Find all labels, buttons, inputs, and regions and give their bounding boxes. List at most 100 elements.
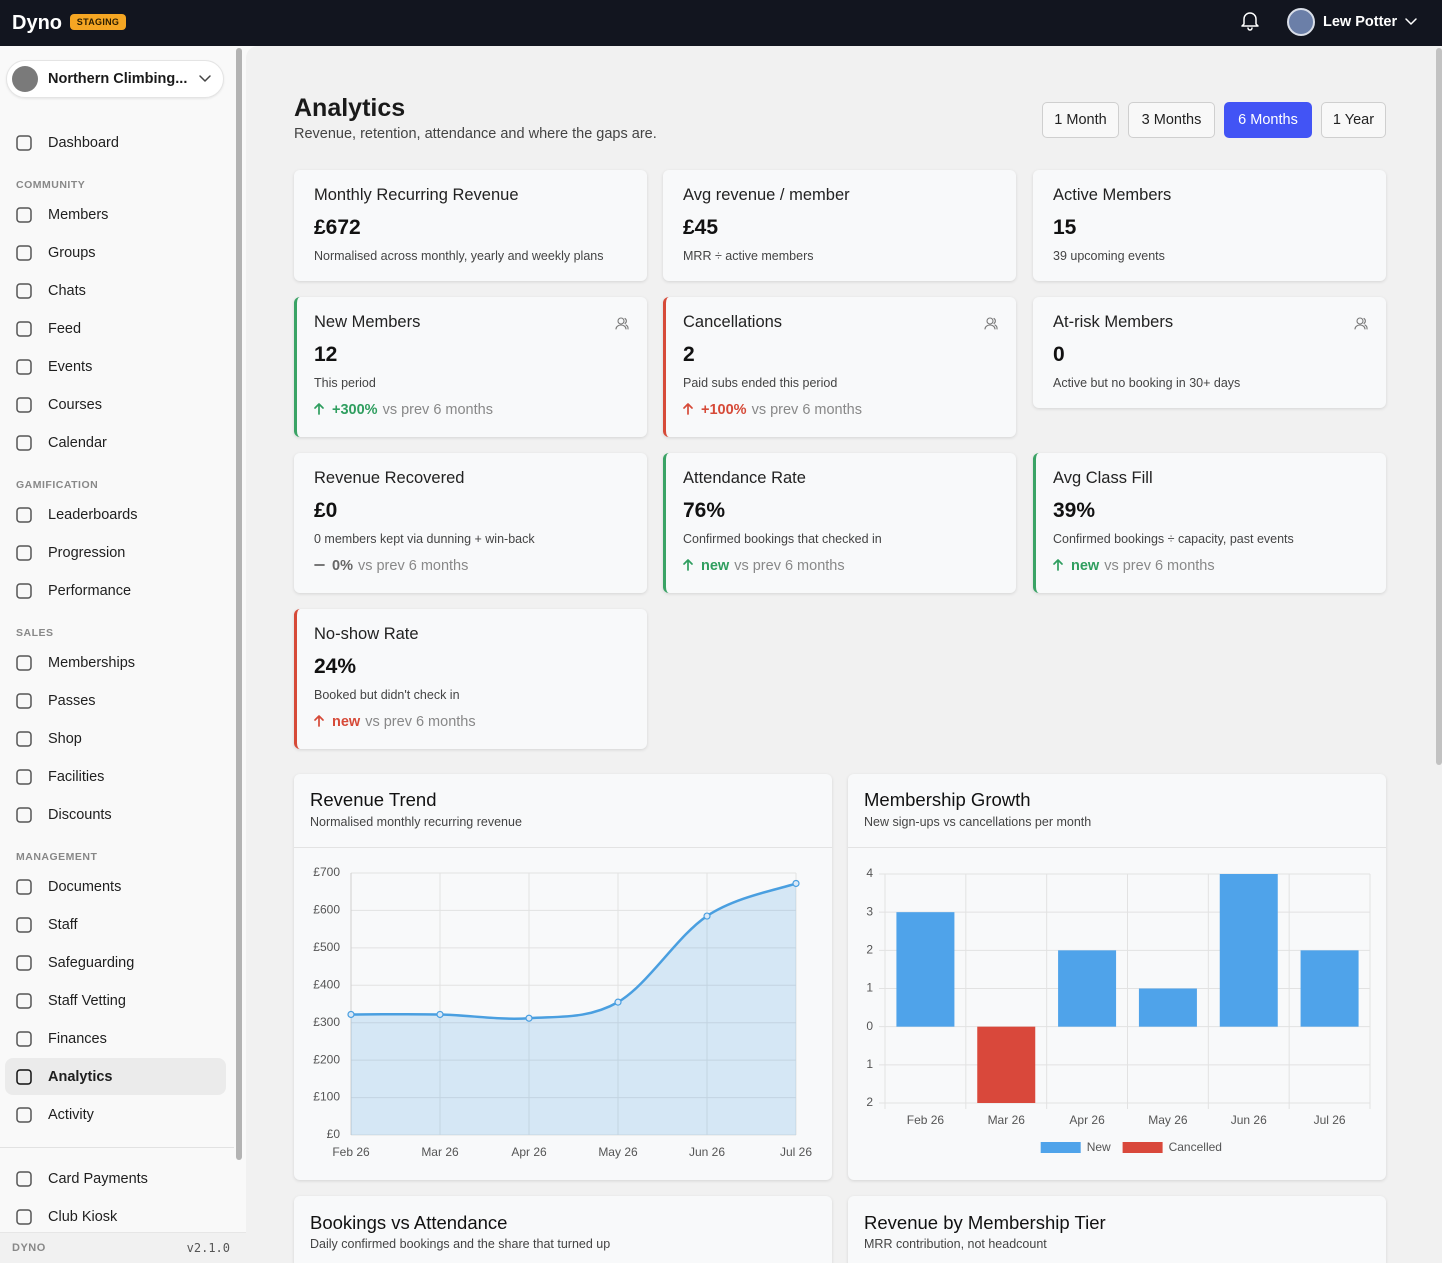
kpi-card	[1033, 170, 1386, 281]
kpi-value: £672	[314, 216, 361, 239]
sidebar-scrollbar	[236, 48, 242, 1160]
kpi-card	[294, 453, 647, 593]
kpi-title: Attendance Rate	[683, 469, 806, 487]
kpi-value: 76%	[683, 499, 726, 522]
kpi-card	[663, 170, 1016, 281]
kpi-note: Confirmed bookings ÷ capacity, past even…	[1053, 532, 1294, 546]
nav-item[interactable]: Calendar	[48, 435, 107, 451]
active-item-bg	[5, 1058, 226, 1095]
kpi-note: Active but no booking in 30+ days	[1053, 376, 1241, 390]
delta-suffix: vs prev 6 months	[357, 558, 469, 574]
chart-card	[848, 774, 1386, 1180]
kpi-title: New Members	[314, 313, 421, 331]
kpi-note: Normalised across monthly, yearly and we…	[314, 249, 604, 263]
kpi-title: At-risk Members	[1053, 313, 1174, 331]
nav-item[interactable]: Analytics	[48, 1069, 113, 1085]
org-name[interactable]: Northern Climbing...	[48, 71, 188, 87]
range-button[interactable]: 6 Months	[1224, 102, 1312, 138]
kpi-value: 15	[1053, 216, 1077, 239]
kpi-delta: +300% vs prev 6 months	[332, 400, 493, 420]
kpi-delta: new vs prev 6 months	[1071, 556, 1215, 576]
kpi-title: Monthly Recurring Revenue	[314, 186, 519, 204]
nav-item[interactable]: Groups	[48, 245, 96, 261]
chart-subtitle: MRR contribution, not headcount	[864, 1237, 1047, 1251]
sidebar-divider	[0, 1147, 234, 1148]
nav-section-title: SALES	[16, 627, 54, 639]
chart-card	[848, 1196, 1386, 1263]
nav-item[interactable]: Card Payments	[48, 1171, 148, 1187]
brand: Dyno	[12, 12, 62, 34]
nav-item[interactable]: Memberships	[48, 655, 136, 671]
kpi-note: Confirmed bookings that checked in	[683, 532, 882, 546]
nav-item[interactable]: Staff Vetting	[48, 993, 126, 1009]
nav-item[interactable]: Documents	[48, 879, 122, 895]
nav-item[interactable]: Events	[48, 359, 93, 375]
env-badge: STAGING	[70, 14, 126, 30]
kpi-note: 0 members kept via dunning + win-back	[314, 532, 535, 546]
nav-item[interactable]: Activity	[48, 1107, 94, 1123]
nav-item[interactable]: Members	[48, 207, 109, 223]
chart-title: Membership Growth	[864, 789, 1031, 810]
kpi-note: This period	[314, 376, 376, 390]
kpi-card	[663, 297, 1016, 437]
kpi-note: Paid subs ended this period	[683, 376, 838, 390]
nav-item[interactable]: Feed	[48, 321, 82, 337]
kpi-value: £45	[683, 216, 719, 239]
nav-item[interactable]: Staff	[48, 917, 78, 933]
nav-item[interactable]: Discounts	[48, 807, 112, 823]
nav-item[interactable]: Safeguarding	[48, 955, 135, 971]
kpi-delta: 0% vs prev 6 months	[332, 556, 468, 576]
nav-section-title: MANAGEMENT	[16, 851, 98, 863]
chart-subtitle: Daily confirmed bookings and the share t…	[310, 1237, 611, 1251]
nav-item[interactable]: Facilities	[48, 769, 105, 785]
top-bar	[0, 0, 1442, 46]
nav-item[interactable]: Chats	[48, 283, 86, 299]
nav-item[interactable]: Passes	[48, 693, 96, 709]
kpi-title: Revenue Recovered	[314, 469, 465, 487]
org-selector[interactable]	[6, 60, 224, 98]
nav-item[interactable]: Courses	[48, 397, 102, 413]
kpi-delta: +100% vs prev 6 months	[701, 400, 862, 420]
kpi-card	[294, 609, 647, 749]
kpi-title: No-show Rate	[314, 625, 419, 643]
delta-suffix: vs prev 6 months	[734, 558, 845, 574]
user-name[interactable]: Lew Potter	[1323, 14, 1398, 30]
chart-title: Bookings vs Attendance	[310, 1212, 508, 1233]
main-scrollbar	[1436, 48, 1442, 765]
chart-divider	[294, 847, 832, 848]
avatar[interactable]	[1287, 8, 1315, 36]
chart-card	[294, 774, 832, 1180]
kpi-value: 12	[314, 343, 338, 366]
delta-suffix: vs prev 6 months	[751, 402, 862, 418]
delta-text: +300%	[332, 402, 378, 418]
delta-text: new	[1071, 558, 1100, 574]
nav-item[interactable]: Progression	[48, 545, 126, 561]
nav-item[interactable]: Shop	[48, 731, 82, 747]
chart-title: Revenue by Membership Tier	[864, 1212, 1106, 1233]
kpi-note: MRR ÷ active members	[683, 249, 814, 263]
kpi-value: £0	[314, 499, 338, 522]
chart-title: Revenue Trend	[310, 789, 437, 810]
page-subtitle: Revenue, retention, attendance and where…	[294, 126, 657, 142]
kpi-delta: new vs prev 6 months	[701, 556, 845, 576]
chart-card	[294, 1196, 832, 1263]
nav-item[interactable]: Dashboard	[48, 135, 119, 151]
kpi-value: 24%	[314, 655, 357, 678]
sidebar-footer	[0, 1232, 246, 1263]
kpi-title: Avg Class Fill	[1053, 469, 1153, 487]
chart-subtitle: New sign-ups vs cancellations per month	[864, 815, 1092, 829]
delta-text: 0%	[332, 558, 353, 574]
nav-item[interactable]: Leaderboards	[48, 507, 138, 523]
range-button[interactable]: 1 Year	[1321, 102, 1386, 138]
range-button[interactable]: 1 Month	[1042, 102, 1119, 138]
kpi-card	[1033, 297, 1386, 408]
range-button[interactable]: 3 Months	[1128, 102, 1215, 138]
nav-item[interactable]: Performance	[48, 583, 132, 599]
nav-item[interactable]: Club Kiosk	[48, 1209, 118, 1225]
org-avatar	[12, 66, 38, 92]
kpi-note: Booked but didn't check in	[314, 688, 460, 702]
nav-item[interactable]: Finances	[48, 1031, 107, 1047]
kpi-card	[294, 297, 647, 437]
